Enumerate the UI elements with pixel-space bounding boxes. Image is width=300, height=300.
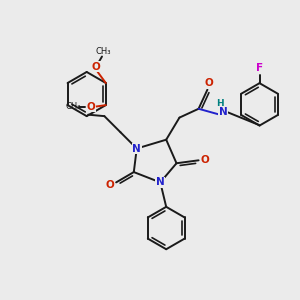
Text: O: O [205,78,213,88]
Text: N: N [219,107,228,117]
Text: F: F [256,63,263,74]
Text: N: N [156,177,165,188]
Text: O: O [201,155,209,165]
Text: CH₃: CH₃ [65,102,81,111]
Text: O: O [92,61,100,71]
Text: O: O [87,102,95,112]
Text: H: H [217,99,224,108]
Text: N: N [132,143,141,154]
Text: CH₃: CH₃ [96,47,111,56]
Text: O: O [105,180,114,190]
